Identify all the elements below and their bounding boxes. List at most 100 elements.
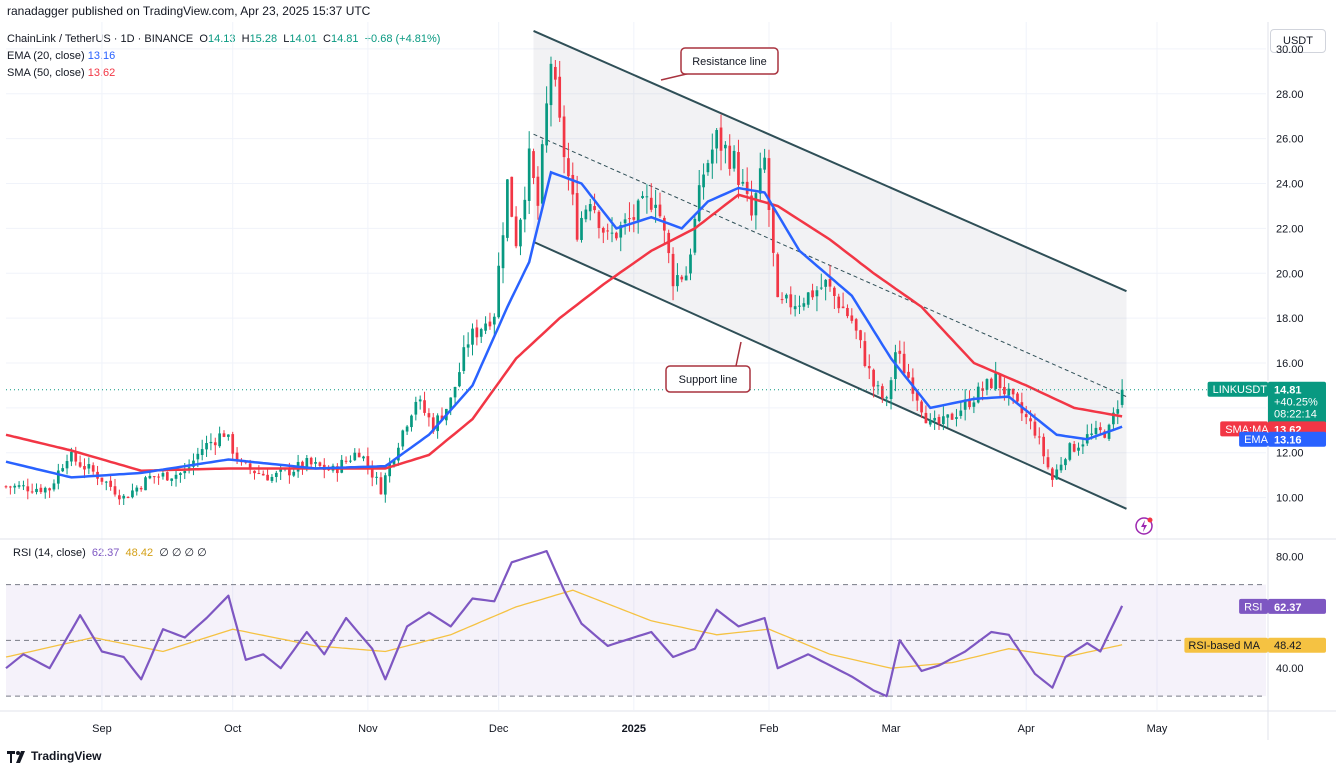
candle-body xyxy=(828,278,832,287)
candle-body xyxy=(475,327,479,338)
price-tick-label: 20.00 xyxy=(1276,268,1304,280)
last-price-tag-label-bg xyxy=(1207,381,1268,397)
candle-body xyxy=(501,235,505,269)
candle-body xyxy=(414,401,418,415)
candle-body xyxy=(872,369,875,387)
candle-body xyxy=(819,287,823,289)
candle-body xyxy=(344,460,348,462)
tradingview-brand[interactable]: TradingView xyxy=(7,749,101,763)
candle-body xyxy=(658,204,662,217)
candle-body xyxy=(998,374,1002,388)
candle-body xyxy=(510,176,514,217)
candle-body xyxy=(183,470,187,474)
candle-body xyxy=(431,417,435,432)
candle-body xyxy=(1029,418,1032,422)
candle-body xyxy=(152,476,156,478)
candle-body xyxy=(567,158,570,177)
candle-body xyxy=(4,486,8,488)
candle-body xyxy=(113,486,117,495)
rsi-ma-tag[interactable]: 48.42 RSI-based MA xyxy=(1184,637,1326,653)
high-label: H xyxy=(241,33,250,45)
low-value: 14.01 xyxy=(289,33,317,45)
candle-body xyxy=(235,452,239,461)
candle-body xyxy=(580,217,583,240)
candle-body xyxy=(615,232,618,239)
candle-body xyxy=(824,279,828,287)
candle-body xyxy=(144,477,147,491)
candle-body xyxy=(680,276,684,280)
ema-tag[interactable]: 13.16 EMA xyxy=(1239,431,1326,447)
candle-body xyxy=(837,296,841,309)
main-legend: ChainLink / TetherUS · 1D · BINANCE O 14.… xyxy=(7,31,440,82)
candle-body xyxy=(889,380,893,399)
candle-body xyxy=(597,211,601,229)
candle-body xyxy=(1120,389,1124,405)
candle-body xyxy=(928,420,932,425)
candle-body xyxy=(423,400,426,413)
candle-body xyxy=(35,488,38,493)
candle-body xyxy=(636,200,640,223)
candle-body xyxy=(854,319,858,331)
candle-body xyxy=(789,294,793,308)
candle-body xyxy=(410,415,413,428)
candle-body xyxy=(449,397,453,410)
rsi-tag-label: RSI xyxy=(1244,601,1262,613)
candle-body xyxy=(1051,468,1054,480)
candle-body xyxy=(492,316,496,325)
open-label: O xyxy=(199,33,208,45)
price-tick-label: 22.00 xyxy=(1276,223,1304,235)
rsi-tick-label: 80.00 xyxy=(1276,552,1304,564)
rsi-tag[interactable]: 62.37 RSI xyxy=(1239,598,1326,614)
candle-body xyxy=(462,347,466,372)
resistance-callout-label: Resistance line xyxy=(692,56,767,68)
candle-body xyxy=(253,470,256,474)
lightning-icon[interactable] xyxy=(1135,517,1153,535)
axes: 10.0012.0014.0016.0018.0020.0022.0024.00… xyxy=(92,44,1303,735)
candle-body xyxy=(1068,443,1072,460)
candle-body xyxy=(353,452,357,461)
price-tick-label: 18.00 xyxy=(1276,313,1304,325)
ema-line xyxy=(5,170,1123,479)
candle-body xyxy=(942,416,945,425)
candle-body xyxy=(161,473,165,477)
last-price-tag[interactable]: 14.81+40.25%08:22:14 LINKUSDT xyxy=(1207,381,1326,424)
time-tick-label: Mar xyxy=(882,723,901,735)
candle-body xyxy=(1003,386,1006,395)
candle-body xyxy=(880,386,884,399)
candle-body xyxy=(1042,436,1045,457)
candle-body xyxy=(737,152,740,185)
candle-body xyxy=(641,195,644,199)
candle-body xyxy=(724,144,727,149)
time-tick-label: Feb xyxy=(759,723,778,735)
candle-body xyxy=(266,474,269,481)
candle-body xyxy=(601,227,605,233)
rsi-legend-row[interactable]: RSI (14, close) 62.37 48.42 ∅ ∅ ∅ ∅ xyxy=(13,546,207,559)
candle-body xyxy=(553,66,557,80)
close-label: C xyxy=(323,33,331,45)
candle-body xyxy=(628,218,631,220)
candle-body xyxy=(833,287,836,296)
symbol-legend-row: ChainLink / TetherUS · 1D · BINANCE O 14.… xyxy=(7,31,440,48)
candle-body xyxy=(17,485,21,487)
candle-body xyxy=(135,487,139,492)
currency-selector[interactable]: USDT xyxy=(1270,29,1326,53)
candle-body xyxy=(1059,464,1063,471)
candle-body xyxy=(1072,444,1076,452)
candle-body xyxy=(1046,457,1050,468)
candle-body xyxy=(257,473,261,475)
candle-body xyxy=(126,496,130,499)
candle-body xyxy=(706,163,710,173)
candle-body xyxy=(484,323,487,331)
candle-body xyxy=(562,116,566,158)
last-price-tag-label: LINKUSDT xyxy=(1213,384,1268,396)
candle-body xyxy=(427,413,431,418)
candle-body xyxy=(70,451,73,462)
symbol-title[interactable]: ChainLink / TetherUS · 1D · BINANCE xyxy=(7,33,194,45)
candle-body xyxy=(200,449,204,455)
ema-tag-value-bg xyxy=(1268,431,1326,447)
lightning-icon-bolt xyxy=(1141,520,1147,532)
support-line xyxy=(533,240,1127,510)
candle-body xyxy=(488,321,492,327)
candle-body xyxy=(619,225,623,238)
